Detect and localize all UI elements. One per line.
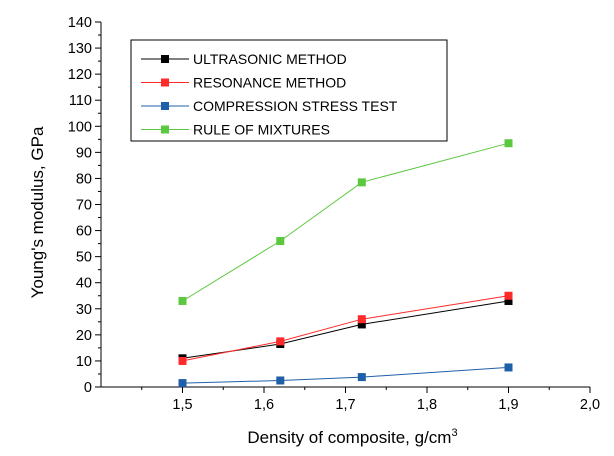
x-axis-title-superscript: 3 [451,427,457,439]
x-tick-label: 1,9 [498,397,518,413]
data-point [276,337,285,346]
y-tick-label: 80 [76,171,92,187]
data-point [504,291,513,300]
series-line [182,366,509,384]
x-axis-title-main: Density of composite, g/cm [247,428,451,447]
legend-label: RESONANCE METHOD [193,75,346,91]
legend-marker [161,55,169,63]
data-point [357,315,366,324]
data-point [178,379,187,388]
y-tick-label: 0 [84,380,92,396]
y-tick-label: 140 [68,15,92,31]
y-tick-label: 120 [68,67,92,83]
x-axis-title: Density of composite, g/cm3 [247,427,457,447]
legend-label: COMPRESSION STRESS TEST [193,98,398,114]
legend-marker [161,125,169,134]
x-tick-label: 1,8 [417,397,437,413]
data-point [178,296,187,305]
x-tick-label: 1,6 [254,397,274,413]
data-point [504,139,513,148]
series-line [182,142,509,302]
legend-label: RULE OF MIXTURES [193,122,330,138]
y-tick-label: 10 [76,354,92,370]
y-tick-label: 20 [76,328,92,344]
data-point [276,237,285,245]
data-point [178,356,187,365]
legend-label: ULTRASONIC METHOD [193,51,347,67]
y-tick-label: 60 [76,224,92,240]
data-point [276,376,285,385]
series-line [182,300,509,359]
y-tick-label: 100 [68,119,92,135]
y-tick-label: 30 [76,302,92,318]
tick-labels: 0 10 20 30 40 50 60 70 80 90 100 110 120 130 140 1,5 1,6… [68,15,600,413]
x-tick-label: 1,5 [172,397,192,413]
x-tick-label: 2,0 [580,397,600,413]
y-tick-label: 90 [76,145,92,161]
y-tick-label: 130 [68,41,92,57]
y-tick-label: 40 [76,276,92,292]
legend-marker [161,102,169,110]
data-point [504,296,513,305]
legend: ULTRASONIC METHOD RESONANCE METHOD COMPRES… [130,39,448,142]
data-point [504,363,513,372]
y-tick-label: 110 [69,93,92,109]
series-layer [178,139,513,388]
y-tick-label: 70 [76,198,92,214]
y-axis-title: Young's modulus, GPa [28,126,47,298]
data-point [357,373,366,382]
legend-marker [161,78,169,87]
series-line [182,295,509,362]
data-point [357,320,366,329]
legend-box [130,39,448,142]
y-tick-label: 50 [76,250,92,266]
data-point [357,178,366,187]
x-tick-label: 1,7 [335,397,355,413]
